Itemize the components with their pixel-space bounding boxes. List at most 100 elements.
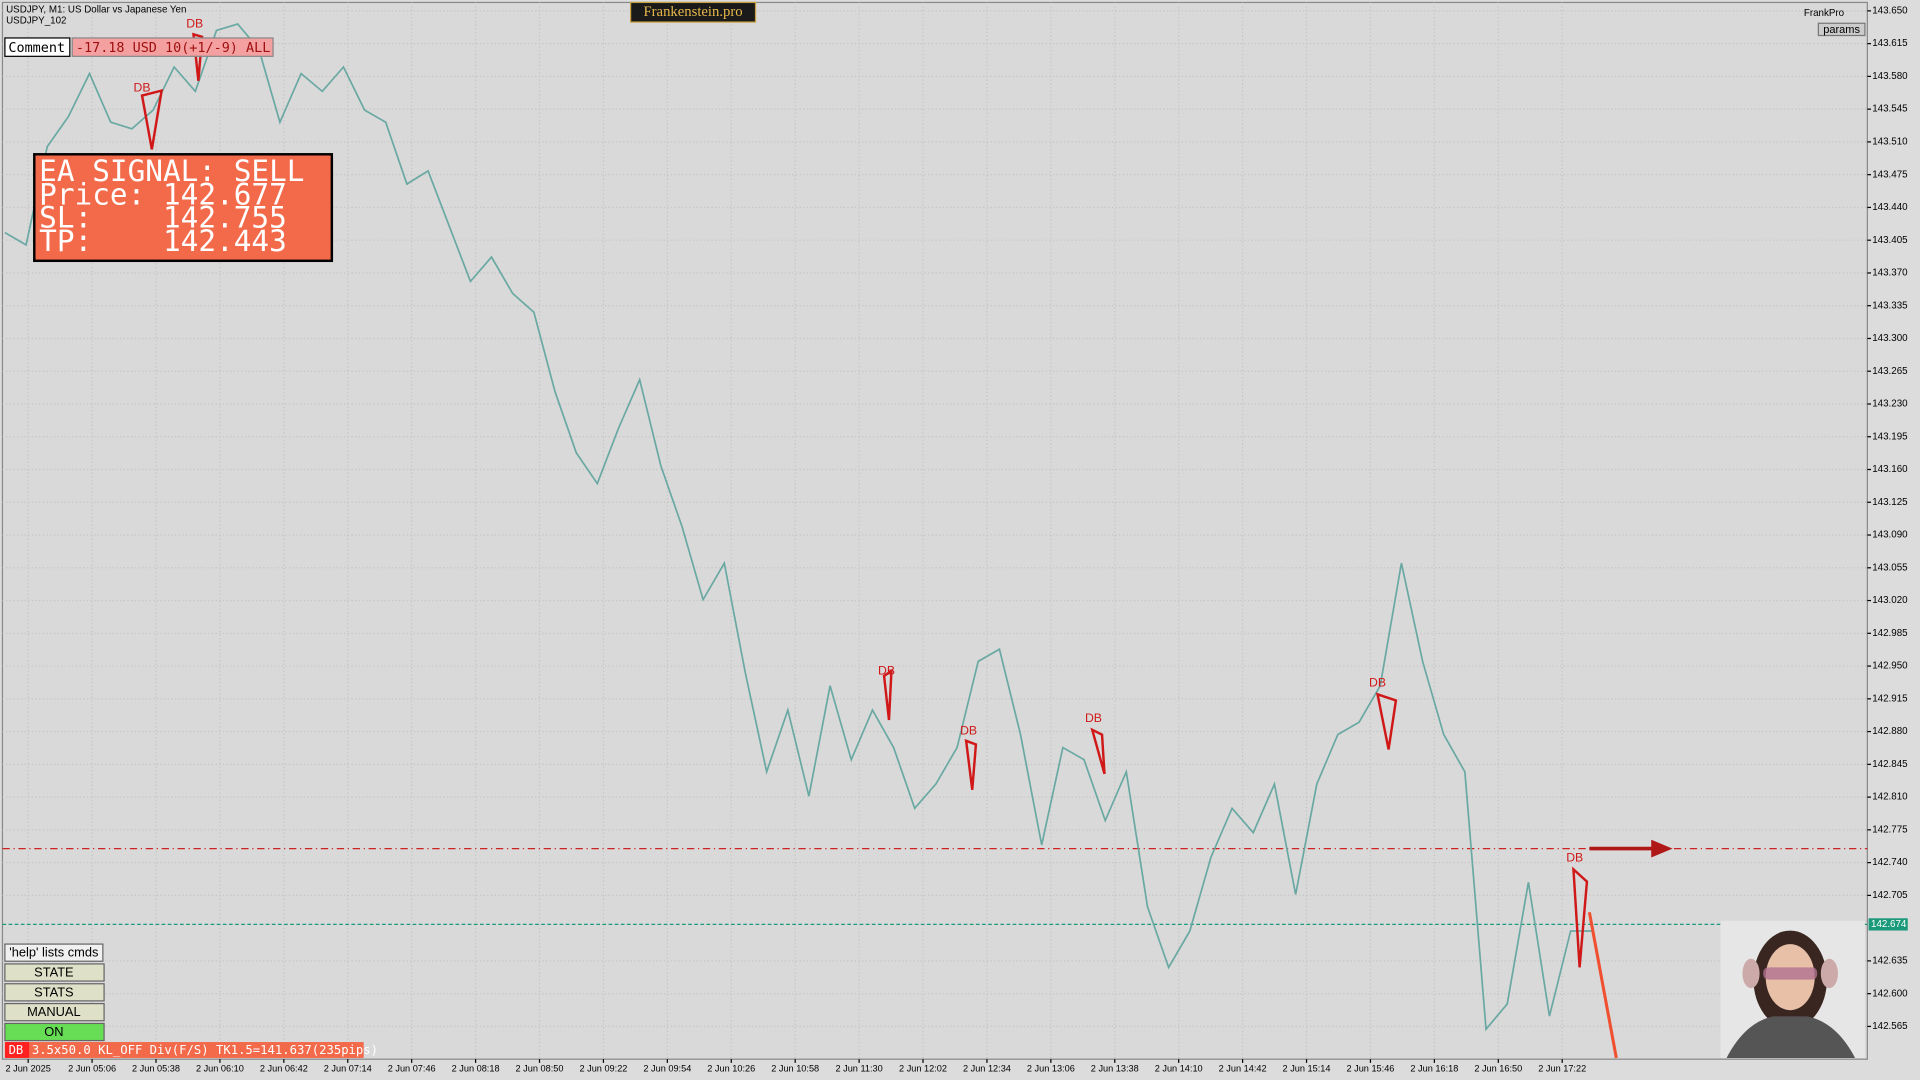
x-tick-label: 2 Jun 13:38 [1091, 1063, 1139, 1073]
y-tick-label: 143.160 [1872, 464, 1908, 475]
x-tick-label: 2 Jun 2025 [5, 1063, 50, 1073]
comment-label-box [4, 37, 71, 57]
command-button-label[interactable]: ON [44, 1024, 63, 1039]
account-name: USDJPY_102 [6, 15, 66, 26]
y-tick-label: 143.580 [1872, 71, 1908, 82]
y-tick-label: 143.230 [1872, 399, 1908, 410]
user-name: FrankPro [1804, 8, 1845, 19]
signal-arrow [1589, 839, 1673, 858]
pattern-shape [1375, 692, 1398, 750]
x-tick-label: 2 Jun 10:26 [707, 1063, 755, 1073]
pattern-shape [1090, 727, 1106, 775]
y-tick-label: 143.195 [1872, 431, 1908, 442]
y-tick-label: 143.265 [1872, 366, 1908, 377]
x-tick-label: 2 Jun 16:50 [1474, 1063, 1522, 1073]
command-button[interactable] [4, 1002, 105, 1022]
pattern-label: DB [1085, 711, 1102, 725]
x-tick-label: 2 Jun 09:22 [579, 1063, 627, 1073]
pattern-shape [192, 32, 204, 81]
avatar-body [1726, 1016, 1856, 1058]
y-tick-label: 143.090 [1872, 530, 1908, 541]
y-tick-label: 142.565 [1872, 1021, 1908, 1032]
x-tick-label: 2 Jun 16:18 [1410, 1063, 1458, 1073]
status-tag-box [4, 1042, 30, 1058]
comment-box [71, 37, 274, 57]
y-tick-label: 143.510 [1872, 137, 1908, 148]
y-tick-label: 142.775 [1872, 824, 1908, 835]
brand: Frankenstein.pro [643, 4, 742, 20]
x-tick-label: 2 Jun 06:42 [260, 1063, 308, 1073]
y-tick-label: 142.845 [1872, 759, 1908, 770]
x-tick-label: 2 Jun 11:30 [835, 1063, 882, 1073]
x-tick-label: 2 Jun 09:54 [643, 1063, 691, 1073]
y-tick-label: 142.985 [1872, 628, 1908, 639]
pattern-label: DB [1566, 851, 1583, 865]
command-button-label[interactable]: MANUAL [27, 1004, 81, 1019]
y-tick-label: 142.705 [1872, 890, 1908, 901]
x-tick-label: 2 Jun 12:34 [963, 1063, 1011, 1073]
signal-line: EA SIGNAL: SELL [39, 154, 304, 188]
y-tick-label: 143.650 [1872, 5, 1908, 16]
x-tick-label: 2 Jun 05:38 [132, 1063, 180, 1073]
y-tick-label: 142.740 [1872, 857, 1908, 868]
pattern-label: DB [134, 80, 151, 94]
x-tick-label: 2 Jun 07:14 [324, 1063, 372, 1073]
signal-line: SL: 142.755 [39, 201, 287, 235]
avatar-glasses [1763, 967, 1818, 980]
tp-arrow [1587, 911, 1618, 1059]
params-button[interactable] [1817, 22, 1866, 37]
y-tick-label: 142.880 [1872, 726, 1908, 737]
pattern-label: DB [186, 17, 203, 31]
pattern-label: DB [1369, 675, 1386, 689]
y-tick-label: 143.405 [1872, 235, 1908, 246]
command-button[interactable] [4, 943, 104, 962]
y-tick-label: 143.545 [1872, 104, 1908, 115]
signal-line: TP: 142.443 [39, 224, 287, 258]
x-tick-label: 2 Jun 13:06 [1027, 1063, 1075, 1073]
comment-label: Comment [8, 41, 65, 56]
y-tick-label: 142.600 [1872, 988, 1908, 999]
command-button-label[interactable]: STATS [34, 984, 73, 999]
avatar [1720, 920, 1865, 1058]
comment-text: -17.18 USD 10(+1/-9) ALL [76, 41, 270, 56]
y-tick-label: 143.300 [1872, 333, 1908, 344]
x-tick-label: 2 Jun 05:06 [68, 1063, 116, 1073]
signal-line: Price: 142.677 [39, 177, 287, 211]
x-tick-label: 2 Jun 15:46 [1346, 1063, 1394, 1073]
y-tick-label: 142.810 [1872, 792, 1908, 803]
x-tick-label: 2 Jun 12:02 [899, 1063, 947, 1073]
price-line [4, 23, 1592, 1032]
x-tick-label: 2 Jun 14:10 [1155, 1063, 1203, 1073]
command-button-label[interactable]: STATE [34, 964, 74, 979]
params-label[interactable]: params [1823, 24, 1860, 36]
y-tick-label: 142.635 [1872, 955, 1908, 966]
avatar-headphone [1820, 958, 1838, 989]
y-tick-label: 143.440 [1872, 202, 1908, 213]
y-tick-label: 142.915 [1872, 693, 1908, 704]
status-box [29, 1042, 364, 1058]
x-tick-label: 2 Jun 15:14 [1283, 1063, 1331, 1073]
brand-box [630, 1, 757, 23]
pattern-shape [882, 668, 893, 721]
command-button[interactable] [4, 1022, 105, 1042]
pattern-shape [1572, 866, 1589, 968]
command-button[interactable] [4, 983, 105, 1002]
price-label: 142.674 [1871, 919, 1907, 930]
x-tick-label: 2 Jun 14:42 [1219, 1063, 1267, 1073]
status-tag: DB [9, 1043, 24, 1057]
x-tick-label: 2 Jun 08:18 [452, 1063, 500, 1073]
command-button-label[interactable]: 'help' lists cmds [9, 945, 98, 960]
y-tick-label: 143.055 [1872, 562, 1908, 573]
x-tick-label: 2 Jun 10:58 [771, 1063, 819, 1073]
pattern-label: DB [960, 723, 977, 737]
symbol-title: USDJPY, M1: US Dollar vs Japanese Yen [6, 4, 186, 15]
pattern-label: DB [878, 663, 895, 677]
x-tick-label: 2 Jun 17:22 [1538, 1063, 1586, 1073]
pattern-shape [140, 88, 164, 150]
command-button[interactable] [4, 963, 105, 982]
x-tick-label: 2 Jun 08:50 [516, 1063, 564, 1073]
pattern-shape [964, 738, 978, 790]
y-tick-label: 143.370 [1872, 268, 1908, 279]
y-tick-label: 143.020 [1872, 595, 1908, 606]
